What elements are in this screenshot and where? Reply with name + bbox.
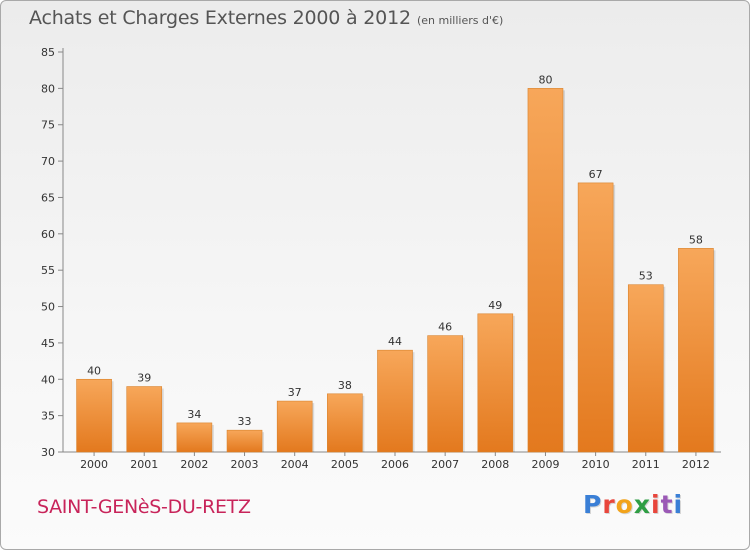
x-tick-label-2006: 2006 (381, 458, 409, 471)
data-label-2001: 39 (137, 372, 151, 385)
y-tick-label: 60 (41, 228, 55, 241)
y-tick-label: 55 (41, 264, 55, 277)
x-tick-label-2007: 2007 (431, 458, 459, 471)
bar-2009 (527, 88, 564, 453)
bar-2008 (477, 313, 514, 453)
bar-2001 (126, 386, 163, 453)
data-label-2006: 44 (388, 335, 402, 348)
bar-2011 (627, 284, 664, 453)
bar-2010 (577, 182, 614, 453)
bar-2000 (76, 378, 112, 453)
y-tick-label: 85 (41, 46, 55, 59)
commune-name: SAINT-GENèS-DU-RETZ (37, 496, 251, 518)
data-label-2009: 80 (538, 73, 552, 86)
data-label-2000: 40 (87, 364, 101, 377)
y-tick-label: 65 (41, 191, 55, 204)
data-label-2012: 58 (689, 233, 703, 246)
bar-2005 (327, 393, 363, 453)
logo-letter: P (583, 490, 603, 519)
logo-letter: x (633, 490, 651, 519)
data-label-2008: 49 (488, 299, 502, 312)
chart-bars (76, 88, 716, 453)
data-label-2005: 38 (338, 379, 352, 392)
data-label-2002: 34 (187, 408, 201, 421)
logo-letter: i (651, 490, 661, 519)
x-tick-label-2011: 2011 (632, 458, 660, 471)
y-tick-label: 45 (41, 337, 55, 350)
y-tick-label: 30 (41, 446, 55, 459)
bar-2004 (276, 400, 313, 453)
y-tick-label: 50 (41, 301, 55, 314)
x-tick-label-2010: 2010 (582, 458, 610, 471)
data-label-2010: 67 (589, 168, 603, 181)
data-label-2003: 33 (238, 415, 252, 428)
logo-letter: o (615, 490, 634, 519)
logo-letter: t (660, 490, 674, 519)
x-tick-label-2008: 2008 (481, 458, 509, 471)
chart-title: Achats et Charges Externes 2000 à 2012 (29, 7, 411, 29)
proxiti-logo: Proxiti (583, 490, 683, 519)
chart-unit: (en milliers d'€) (417, 14, 504, 27)
x-tick-label-2002: 2002 (180, 458, 208, 471)
x-tick-label-2009: 2009 (531, 458, 559, 471)
y-tick-label: 40 (41, 373, 55, 386)
x-tick-label-2001: 2001 (130, 458, 158, 471)
bar-2006 (377, 349, 413, 453)
x-tick-label-2000: 2000 (80, 458, 108, 471)
logo-letter: i (673, 490, 684, 519)
y-tick-label: 70 (41, 155, 55, 168)
logo-letter: r (602, 490, 616, 519)
x-tick-label-2005: 2005 (331, 458, 359, 471)
x-tick-label-2012: 2012 (682, 458, 710, 471)
y-tick-label: 80 (41, 82, 55, 95)
bar-2012 (678, 248, 714, 453)
bar-2002 (176, 422, 213, 453)
chart-labels: 40 2000 39 2001 34 2002 33 2003 37 2004 38 2005 44 20… (80, 73, 710, 471)
x-tick-label-2004: 2004 (281, 458, 309, 471)
data-label-2004: 37 (288, 386, 302, 399)
data-label-2007: 46 (438, 321, 452, 334)
data-label-2011: 53 (639, 270, 653, 283)
y-tick-label: 35 (41, 410, 55, 423)
x-tick-label-2003: 2003 (231, 458, 259, 471)
bar-2003 (226, 429, 263, 453)
bar-2007 (427, 335, 463, 453)
y-tick-label: 75 (41, 119, 55, 132)
